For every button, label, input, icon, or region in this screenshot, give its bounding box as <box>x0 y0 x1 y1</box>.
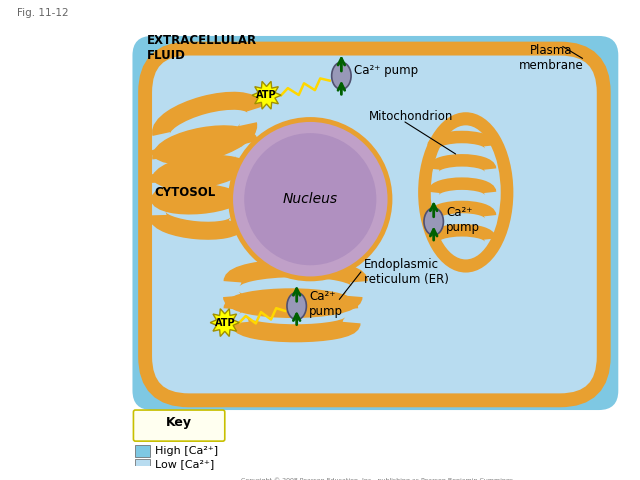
FancyBboxPatch shape <box>134 410 225 441</box>
Text: CYTOSOL: CYTOSOL <box>155 186 216 199</box>
Text: Plasma
membrane: Plasma membrane <box>519 44 584 72</box>
Circle shape <box>244 133 376 265</box>
Text: Fig. 11-12: Fig. 11-12 <box>17 8 68 18</box>
Text: Copyright © 2008 Pearson Education, Inc., publishing as Pearson Benjamin Cumming: Copyright © 2008 Pearson Education, Inc.… <box>241 477 515 480</box>
Text: Nucleus: Nucleus <box>283 192 338 206</box>
FancyBboxPatch shape <box>136 458 150 470</box>
Text: High [Ca²⁺]: High [Ca²⁺] <box>155 446 218 456</box>
FancyBboxPatch shape <box>136 445 150 456</box>
Text: ATP: ATP <box>214 318 235 327</box>
Ellipse shape <box>332 62 351 89</box>
Circle shape <box>230 120 390 279</box>
Text: Endoplasmic
reticulum (ER): Endoplasmic reticulum (ER) <box>364 258 449 286</box>
Text: Key: Key <box>166 416 192 429</box>
Polygon shape <box>252 82 281 109</box>
Ellipse shape <box>418 112 513 273</box>
Text: Ca²⁺
pump: Ca²⁺ pump <box>309 290 343 318</box>
Ellipse shape <box>431 125 500 259</box>
Text: EXTRACELLULAR
FLUID: EXTRACELLULAR FLUID <box>147 34 257 62</box>
Text: Ca²⁺
pump: Ca²⁺ pump <box>446 205 480 234</box>
Text: Low [Ca²⁺]: Low [Ca²⁺] <box>155 459 214 469</box>
Polygon shape <box>210 309 239 336</box>
Ellipse shape <box>287 292 307 320</box>
Ellipse shape <box>424 208 444 235</box>
Text: ATP: ATP <box>256 90 277 100</box>
FancyBboxPatch shape <box>132 36 618 410</box>
Text: Mitochondrion: Mitochondrion <box>369 110 453 123</box>
FancyBboxPatch shape <box>145 48 604 400</box>
Text: Ca²⁺ pump: Ca²⁺ pump <box>354 64 418 77</box>
